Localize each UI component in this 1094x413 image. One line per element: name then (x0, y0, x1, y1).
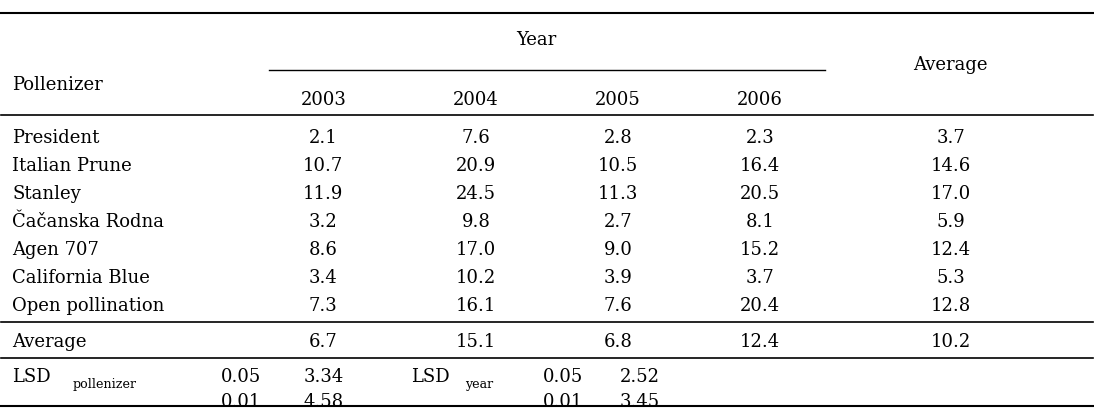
Text: 2.7: 2.7 (604, 213, 632, 231)
Text: Average: Average (12, 332, 86, 350)
Text: 6.7: 6.7 (309, 332, 338, 350)
Text: 2.1: 2.1 (309, 129, 338, 147)
Text: 5.9: 5.9 (936, 213, 965, 231)
Text: 7.6: 7.6 (604, 297, 632, 315)
Text: 11.9: 11.9 (303, 185, 344, 203)
Text: 20.4: 20.4 (740, 297, 780, 315)
Text: Year: Year (516, 31, 556, 49)
Text: 8.1: 8.1 (745, 213, 775, 231)
Text: 0.01: 0.01 (544, 392, 583, 410)
Text: LSD: LSD (410, 367, 450, 385)
Text: 4.58: 4.58 (303, 392, 344, 410)
Text: 9.0: 9.0 (604, 241, 632, 259)
Text: pollenizer: pollenizer (72, 377, 137, 390)
Text: 16.4: 16.4 (740, 157, 780, 175)
Text: 3.9: 3.9 (604, 268, 632, 287)
Text: Italian Prune: Italian Prune (12, 157, 132, 175)
Text: 15.1: 15.1 (456, 332, 497, 350)
Text: 20.9: 20.9 (456, 157, 497, 175)
Text: 11.3: 11.3 (597, 185, 638, 203)
Text: 0.05: 0.05 (221, 367, 261, 385)
Text: 2.52: 2.52 (620, 367, 660, 385)
Text: Open pollination: Open pollination (12, 297, 165, 315)
Text: 24.5: 24.5 (456, 185, 496, 203)
Text: 2.3: 2.3 (745, 129, 775, 147)
Text: 2004: 2004 (453, 90, 499, 108)
Text: 5.3: 5.3 (936, 268, 965, 287)
Text: 2005: 2005 (595, 90, 641, 108)
Text: 16.1: 16.1 (456, 297, 497, 315)
Text: 12.4: 12.4 (740, 332, 780, 350)
Text: President: President (12, 129, 100, 147)
Text: 7.6: 7.6 (462, 129, 490, 147)
Text: LSD: LSD (12, 367, 51, 385)
Text: 12.8: 12.8 (931, 297, 970, 315)
Text: 0.01: 0.01 (221, 392, 261, 410)
Text: 2006: 2006 (737, 90, 782, 108)
Text: Stanley: Stanley (12, 185, 81, 203)
Text: 3.7: 3.7 (745, 268, 775, 287)
Text: 9.8: 9.8 (462, 213, 490, 231)
Text: 3.34: 3.34 (303, 367, 344, 385)
Text: 12.4: 12.4 (931, 241, 970, 259)
Text: 0.05: 0.05 (544, 367, 583, 385)
Text: 2003: 2003 (301, 90, 346, 108)
Text: Average: Average (913, 56, 988, 74)
Text: 6.8: 6.8 (604, 332, 632, 350)
Text: 20.5: 20.5 (740, 185, 780, 203)
Text: Čačanska Rodna: Čačanska Rodna (12, 213, 164, 231)
Text: 3.7: 3.7 (936, 129, 965, 147)
Text: Agen 707: Agen 707 (12, 241, 100, 259)
Text: 8.6: 8.6 (309, 241, 338, 259)
Text: 17.0: 17.0 (456, 241, 497, 259)
Text: California Blue: California Blue (12, 268, 150, 287)
Text: Pollenizer: Pollenizer (12, 76, 103, 94)
Text: 3.4: 3.4 (309, 268, 338, 287)
Text: 14.6: 14.6 (931, 157, 970, 175)
Text: 10.2: 10.2 (931, 332, 970, 350)
Text: 10.7: 10.7 (303, 157, 344, 175)
Text: 7.3: 7.3 (309, 297, 338, 315)
Text: 2.8: 2.8 (604, 129, 632, 147)
Text: 17.0: 17.0 (931, 185, 970, 203)
Text: year: year (465, 377, 493, 390)
Text: 10.5: 10.5 (597, 157, 638, 175)
Text: 10.2: 10.2 (456, 268, 497, 287)
Text: 3.45: 3.45 (619, 392, 660, 410)
Text: 15.2: 15.2 (740, 241, 780, 259)
Text: 3.2: 3.2 (309, 213, 338, 231)
